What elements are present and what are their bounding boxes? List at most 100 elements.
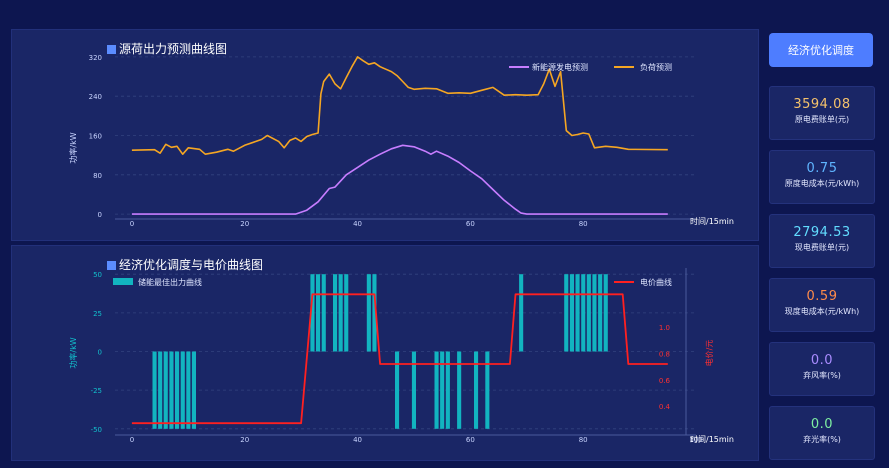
forecast-y-tick-label: 80	[93, 172, 102, 180]
storage-output-bar	[564, 274, 569, 352]
card-solar-curtailment: 0.0 弃光率(%)	[769, 406, 875, 460]
forecast-x-tick-label: 80	[579, 220, 588, 228]
storage-output-bar	[440, 351, 445, 429]
forecast-x-axis-label: 时间/15min	[690, 216, 734, 226]
storage-output-bar	[316, 274, 321, 352]
storage-output-bar	[603, 274, 608, 352]
storage-output-bar	[395, 351, 400, 429]
dispatch-y-tick-label: -25	[91, 387, 102, 395]
forecast-chart-title-text: 源荷出力预测曲线图	[119, 42, 228, 56]
dispatch-chart: 50 25 0 -25 -50 0.4 0.6 0.8 1.0 0 20 40 60 80 100 储能最佳…	[68, 268, 734, 444]
legend-label-price: 电价曲线	[640, 277, 672, 287]
economic-dispatch-button[interactable]: 经济优化调度	[769, 33, 873, 67]
storage-output-bar	[581, 274, 586, 352]
storage-output-bar	[321, 274, 326, 352]
card-current-unit-cost: 0.59 现度电成本(元/kWh)	[769, 278, 875, 332]
storage-output-bar	[366, 274, 371, 352]
dispatch-y-axis-label: 功率/kW	[68, 337, 78, 368]
price-y-tick-label: 0.4	[659, 403, 671, 411]
forecast-y-tick-label: 320	[89, 54, 102, 62]
card-original-unit-cost: 0.75 原度电成本(元/kWh)	[769, 150, 875, 204]
storage-output-bar	[485, 351, 490, 429]
storage-output-bar	[575, 274, 580, 352]
dispatch-y-tick-label: -50	[91, 426, 102, 434]
storage-output-bar	[445, 351, 450, 429]
dispatch-chart-title-text: 经济优化调度与电价曲线图	[119, 258, 264, 272]
forecast-y-tick-label: 0	[98, 211, 102, 219]
storage-output-bar	[411, 351, 416, 429]
card-current-bill-value: 2794.53	[793, 225, 851, 240]
card-original-bill: 3594.08 原电费账单(元)	[769, 86, 875, 140]
forecast-chart-title: 源荷出力预测曲线图	[107, 40, 227, 57]
card-solar-curtailment-label: 弃光率(%)	[803, 435, 841, 444]
legend-label-renewable: 新能源发电预测	[532, 62, 588, 72]
legend-swatch-storage	[113, 278, 133, 285]
load-forecast-line	[131, 56, 668, 155]
storage-output-bar	[474, 351, 479, 429]
dispatch-x-tick-label: 60	[466, 436, 475, 444]
forecast-y-tick-label: 240	[89, 93, 102, 101]
storage-output-bar	[598, 274, 603, 352]
card-current-bill: 2794.53 现电费账单(元)	[769, 214, 875, 268]
storage-output-bar	[186, 351, 191, 429]
storage-output-bar	[180, 351, 185, 429]
card-original-bill-label: 原电费账单(元)	[794, 115, 850, 124]
card-current-unit-cost-value: 0.59	[806, 289, 838, 304]
dispatch-x-tick-label: 100	[689, 436, 702, 444]
title-marker-icon	[107, 261, 116, 270]
storage-output-bar	[457, 351, 462, 429]
dispatch-x-tick-label: 0	[130, 436, 134, 444]
dispatch-y-tick-label: 0	[98, 349, 102, 357]
card-wind-curtailment: 0.0 弃风率(%)	[769, 342, 875, 396]
legend-label-load: 负荷预测	[640, 62, 672, 72]
price-y-axis-label: 电价/元	[704, 340, 714, 367]
storage-output-bar	[152, 351, 157, 429]
dispatch-y-tick-label: 50	[93, 271, 102, 279]
storage-output-bar	[569, 274, 574, 352]
card-original-unit-cost-label: 原度电成本(元/kWh)	[784, 179, 860, 188]
dispatch-x-tick-label: 80	[579, 436, 588, 444]
forecast-x-tick-label: 20	[240, 220, 249, 228]
storage-output-bar	[169, 351, 174, 429]
storage-output-bar	[372, 274, 377, 352]
dispatch-x-tick-label: 20	[240, 436, 249, 444]
card-current-unit-cost-label: 现度电成本(元/kWh)	[784, 307, 860, 316]
storage-output-bar	[586, 274, 591, 352]
dispatch-y-tick-label: 25	[93, 310, 102, 318]
card-original-unit-cost-value: 0.75	[806, 161, 838, 176]
storage-output-bar	[592, 274, 597, 352]
price-y-tick-label: 1.0	[659, 324, 670, 332]
price-y-tick-label: 0.8	[659, 350, 670, 358]
storage-output-bar	[191, 351, 196, 429]
card-original-bill-value: 3594.08	[793, 97, 851, 112]
dispatch-chart-panel: 经济优化调度与电价曲线图 50 25 0 -25 -50 0.4 0.6 0.8 1.0 0 20 4…	[11, 245, 759, 461]
forecast-chart-panel: 源荷出力预测曲线图 0 80 160 240 320 0 20 40 60 80 新能源发电预测 …	[11, 29, 759, 241]
storage-output-bar	[434, 351, 439, 429]
forecast-y-axis-label: 功率/kW	[68, 132, 78, 163]
storage-output-bar	[338, 274, 343, 352]
forecast-x-tick-label: 60	[466, 220, 475, 228]
card-current-bill-label: 现电费账单(元)	[794, 243, 850, 252]
storage-output-bar	[333, 274, 338, 352]
card-solar-curtailment-value: 0.0	[810, 417, 834, 432]
dispatch-chart-title: 经济优化调度与电价曲线图	[107, 256, 263, 273]
storage-output-bar	[344, 274, 349, 352]
storage-output-bar	[175, 351, 180, 429]
dispatch-x-axis-label: 时间/15min	[690, 434, 734, 444]
forecast-y-tick-label: 160	[89, 133, 102, 141]
forecast-x-tick-label: 40	[353, 220, 362, 228]
forecast-chart: 0 80 160 240 320 0 20 40 60 80 新能源发电预测 负荷预测 功率/kW…	[68, 54, 734, 228]
storage-output-bar	[310, 274, 315, 352]
renewable-forecast-line	[131, 144, 668, 215]
storage-output-bar	[158, 351, 163, 429]
card-wind-curtailment-label: 弃风率(%)	[803, 371, 841, 380]
legend-label-storage: 储能最佳出力曲线	[138, 277, 202, 287]
storage-output-bar	[519, 274, 524, 352]
price-line	[131, 293, 668, 425]
dispatch-x-tick-label: 40	[353, 436, 362, 444]
price-y-tick-label: 0.6	[659, 377, 671, 385]
storage-output-bar	[163, 351, 168, 429]
card-wind-curtailment-value: 0.0	[810, 353, 834, 368]
title-marker-icon	[107, 45, 116, 54]
forecast-x-tick-label: 0	[130, 220, 134, 228]
